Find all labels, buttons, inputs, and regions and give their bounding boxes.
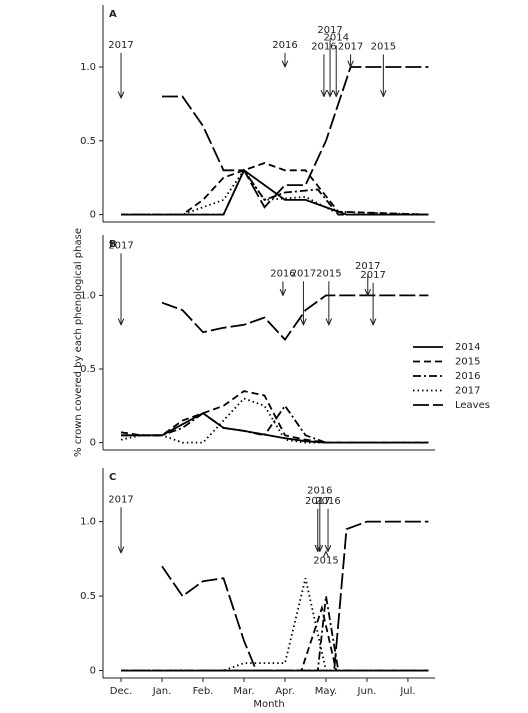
x-tick-label: Jun. [357, 686, 377, 697]
series-line [121, 604, 429, 672]
annotation-label: 2017 [355, 261, 380, 272]
series-line [121, 404, 429, 444]
annotation-label: 2017 [305, 496, 330, 507]
series-line [121, 162, 429, 216]
annotation-label: 2014 [323, 32, 348, 43]
series-line [162, 66, 429, 209]
y-tick-label: 0.5 [80, 136, 96, 147]
annotation-label: 2015 [316, 268, 341, 279]
series-line [161, 294, 429, 342]
series-line [121, 412, 429, 444]
annotation-label: 2017 [338, 41, 363, 52]
panel-label: A [109, 9, 117, 20]
x-axis-label: Month [253, 699, 284, 710]
annotation-label: 2015 [313, 555, 338, 566]
y-axis-label: % crown covered by each phenological pha… [73, 228, 84, 457]
annotation-label: 2016 [272, 40, 297, 51]
annotation-label: 2016 [315, 496, 340, 507]
series-line [121, 168, 429, 216]
annotation-label: 2017 [108, 494, 133, 505]
series-line [120, 397, 429, 444]
x-tick-label: Dec. [110, 686, 133, 697]
series-line [121, 595, 429, 672]
x-tick-label: Jul. [399, 686, 415, 697]
panel-label: C [109, 472, 116, 483]
annotation-label: 2017 [317, 25, 342, 36]
legend-label: Leaves [455, 400, 490, 411]
legend-label: 2017 [455, 386, 480, 397]
y-tick-label: 1.0 [80, 517, 96, 528]
annotation-label: 2017 [360, 270, 385, 281]
annotation-label: 2017 [108, 40, 133, 51]
series-line [120, 390, 429, 444]
y-tick-label: 0 [90, 438, 96, 449]
legend-label: 2014 [455, 342, 480, 353]
series-line [121, 168, 429, 216]
x-tick-label: Feb. [193, 686, 214, 697]
annotation-label: 2016 [307, 485, 332, 496]
legend-label: 2016 [455, 371, 480, 382]
y-tick-label: 0.5 [80, 364, 96, 375]
x-tick-label: Mar. [233, 686, 254, 697]
annotation-label: 2017 [291, 268, 316, 279]
legend-label: 2015 [455, 357, 480, 368]
x-tick-label: May. [315, 686, 337, 697]
y-tick-label: 0 [90, 210, 96, 221]
series-line [121, 577, 429, 672]
annotation-label: 2015 [371, 41, 396, 52]
y-tick-label: 0 [90, 666, 96, 677]
x-tick-label: Jan. [152, 686, 172, 697]
y-tick-label: 1.0 [80, 290, 96, 301]
annotation-label: 2017 [108, 240, 133, 251]
series-line [161, 520, 429, 672]
panel-label: B [109, 239, 117, 250]
annotation-label: 2016 [270, 268, 295, 279]
annotation-label: 2016 [311, 41, 336, 52]
x-tick-label: Apr. [275, 686, 295, 697]
y-tick-label: 1.0 [80, 62, 96, 73]
y-tick-label: 0.5 [80, 591, 96, 602]
